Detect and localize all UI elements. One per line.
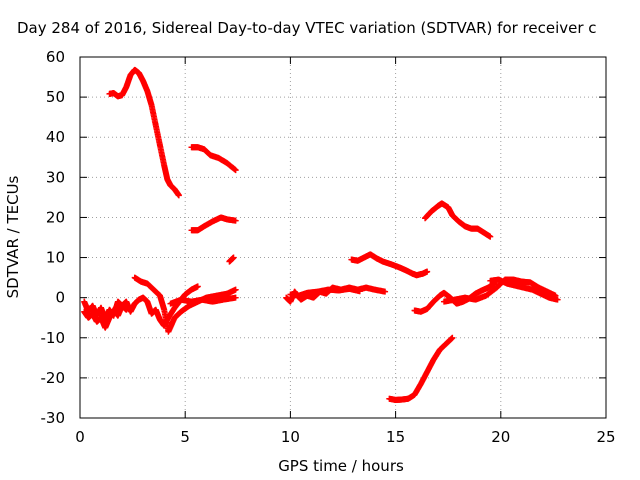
series-arc-16 bbox=[487, 276, 561, 303]
grid-lines bbox=[80, 57, 606, 418]
x-tick-label: 25 bbox=[596, 428, 615, 446]
y-axis-label: SDTVAR / TECUs bbox=[4, 175, 22, 298]
plot-frame bbox=[79, 56, 607, 419]
data-point-marker bbox=[123, 306, 130, 313]
series-arc-3 bbox=[188, 214, 239, 234]
y-tick-label: 20 bbox=[46, 208, 65, 226]
data-point-marker bbox=[424, 268, 431, 275]
x-axis-label: GPS time / hours bbox=[278, 457, 404, 475]
y-tick-label: 60 bbox=[46, 48, 65, 66]
data-point-marker bbox=[232, 294, 239, 301]
data-point-marker bbox=[232, 217, 239, 224]
series-arc-11 bbox=[348, 251, 431, 279]
y-tick-label: -30 bbox=[41, 409, 66, 427]
y-tick-label: 40 bbox=[46, 128, 65, 146]
data-point-marker bbox=[356, 288, 363, 295]
x-tick-label: 15 bbox=[386, 428, 405, 446]
x-tick-label: 0 bbox=[75, 428, 85, 446]
y-tick-labels: -30 -20 -10 0 10 20 30 40 50 60 bbox=[41, 48, 66, 427]
data-point-marker bbox=[554, 296, 561, 303]
y-tick-label: 10 bbox=[46, 249, 65, 267]
data-point-marker bbox=[232, 167, 239, 174]
x-tick-label: 5 bbox=[180, 428, 190, 446]
series-arc-1 bbox=[106, 66, 182, 199]
data-series bbox=[81, 66, 561, 403]
series-arc-13 bbox=[422, 200, 494, 240]
series-arc-8 bbox=[167, 294, 239, 307]
x-tick-label: 20 bbox=[491, 428, 510, 446]
y-tick-label: 30 bbox=[46, 168, 65, 186]
series-arc-6 bbox=[81, 302, 130, 331]
data-point-marker bbox=[194, 283, 201, 290]
data-point-marker bbox=[487, 233, 494, 240]
data-point-marker bbox=[449, 334, 456, 341]
x-tick-label: 10 bbox=[281, 428, 300, 446]
y-tick-label: -10 bbox=[41, 329, 66, 347]
data-point-marker bbox=[232, 286, 239, 293]
chart-title: Day 284 of 2016, Sidereal Day-to-day VTE… bbox=[17, 19, 597, 37]
data-point-marker bbox=[230, 254, 237, 261]
x-tick-labels: 0 5 10 15 20 25 bbox=[75, 428, 615, 446]
data-point-marker bbox=[175, 192, 182, 199]
series-arc-4 bbox=[226, 254, 237, 265]
series-arc-2 bbox=[188, 144, 239, 174]
y-tick-label: 0 bbox=[55, 289, 65, 307]
data-point-marker bbox=[382, 288, 389, 295]
y-tick-label: 50 bbox=[46, 88, 65, 106]
y-tick-label: -20 bbox=[41, 369, 66, 387]
series-arc-12 bbox=[386, 334, 456, 403]
series-arc-10 bbox=[287, 285, 363, 299]
axis-ticks bbox=[79, 56, 607, 419]
